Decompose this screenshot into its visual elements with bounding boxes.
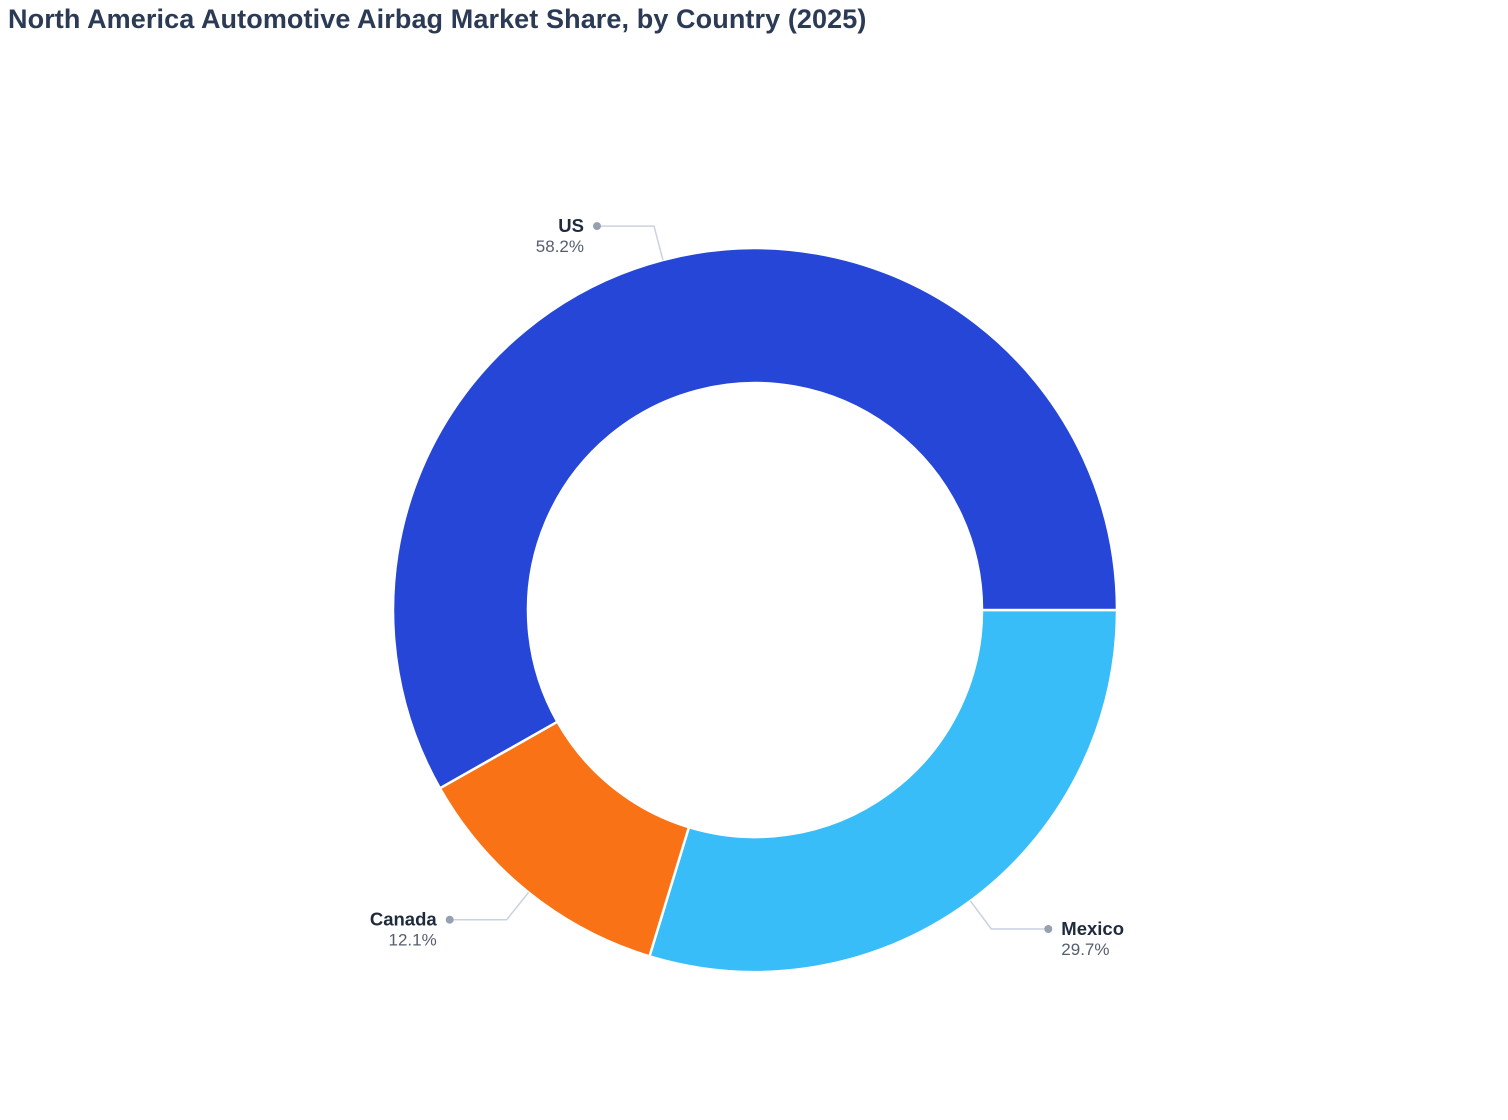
leader-dot-mexico	[1044, 925, 1053, 933]
slice-canada[interactable]	[438, 720, 691, 958]
leader-dot-canada	[445, 915, 454, 924]
slice-percent-mexico: 29.7%	[1061, 940, 1109, 959]
slice-percent-canada: 12.1%	[388, 931, 436, 950]
slice-label-us: US	[558, 215, 584, 236]
slice-label-mexico: Mexico	[1061, 918, 1124, 939]
slice-percent-us: 58.2%	[536, 237, 584, 256]
leader-dot-us	[593, 222, 601, 231]
chart-title: North America Automotive Airbag Market S…	[8, 4, 867, 34]
slice-mexico[interactable]	[648, 608, 1119, 974]
slice-label-canada: Canada	[370, 909, 438, 930]
leader-line-canada	[449, 891, 530, 921]
slice-us[interactable]	[391, 246, 1119, 790]
leader-line-mexico	[969, 900, 1049, 930]
leader-line-us	[597, 225, 664, 261]
